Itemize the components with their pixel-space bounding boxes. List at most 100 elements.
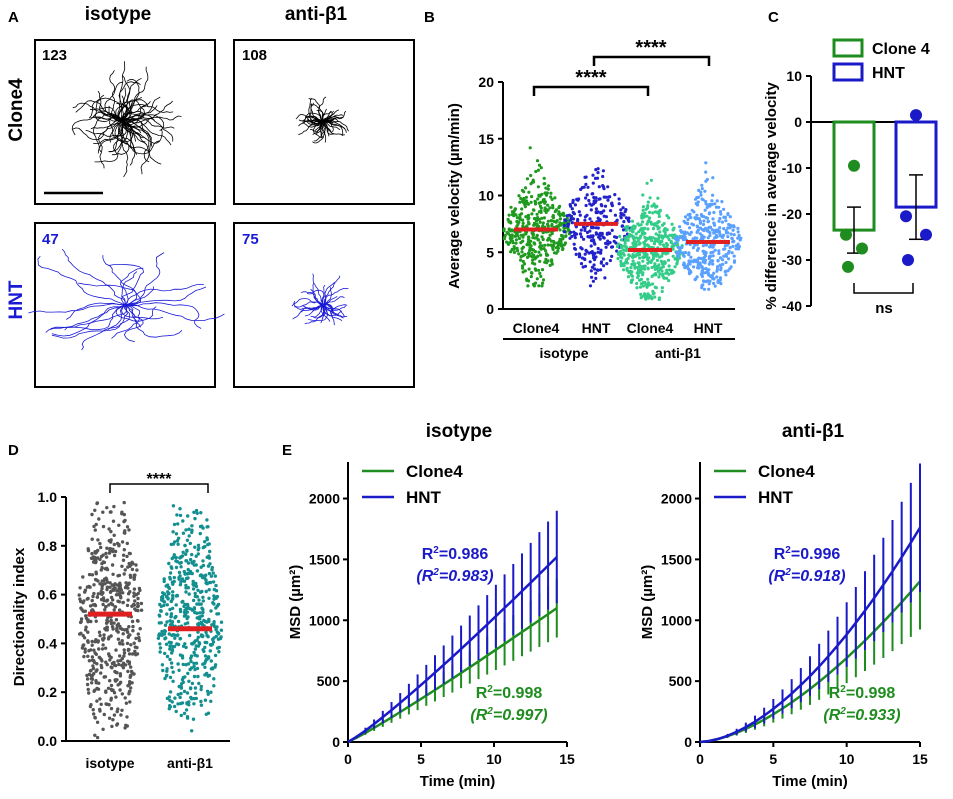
d-significance-bracket (109, 483, 209, 493)
b-data-point (537, 217, 541, 222)
b-data-point (538, 220, 542, 224)
b-data-point (537, 194, 541, 198)
b-data-point (708, 211, 712, 215)
cell-track (322, 304, 331, 322)
d-data-point (204, 589, 208, 594)
b-data-point (573, 203, 578, 207)
d-data-point (111, 718, 115, 722)
panel-letter-e: E (282, 442, 292, 459)
b-data-point (645, 181, 649, 185)
b-data-point (517, 194, 521, 198)
d-data-point (188, 557, 193, 562)
b-data-point (585, 193, 589, 197)
d-data-point (104, 621, 109, 625)
d-data-point (168, 607, 172, 612)
b-data-point (669, 271, 674, 275)
cell-track (50, 304, 128, 330)
b-y-tick-label: 5 (486, 244, 494, 260)
b-data-point (609, 209, 613, 213)
d-data-point (205, 633, 209, 638)
b-data-point (554, 246, 559, 250)
b-data-point (510, 233, 514, 237)
b-data-point (593, 267, 597, 271)
d-data-point (96, 687, 101, 691)
b-data-point (523, 252, 527, 257)
b-data-point (513, 234, 517, 238)
cell-track (28, 303, 126, 314)
d-data-point (128, 551, 132, 556)
d-data-point (187, 679, 191, 683)
b-data-point (623, 241, 627, 245)
b-data-point (701, 198, 705, 202)
d-data-point (193, 610, 197, 615)
b-data-point (591, 202, 596, 206)
d-data-point (128, 700, 132, 704)
b-data-point (714, 205, 719, 209)
d-data-point (108, 585, 112, 589)
b-data-point (696, 216, 700, 221)
d-data-point (132, 591, 136, 595)
b-data-point (731, 228, 735, 232)
d-data-point (112, 584, 116, 588)
d-data-point (219, 620, 224, 624)
b-data-point (539, 200, 543, 204)
b-data-point (534, 169, 538, 174)
d-data-point (174, 555, 178, 560)
d-data-point (130, 619, 135, 624)
b-data-point (696, 225, 700, 229)
b-data-point (698, 221, 703, 225)
cell-track (102, 255, 142, 306)
e1-x-tick-label: 10 (486, 751, 502, 767)
b-data-point (539, 274, 543, 278)
b-data-point (602, 209, 606, 213)
b-data-point (676, 238, 680, 242)
b-data-point (591, 181, 595, 185)
b-y-axis-label: Average velocity (µm/min) (446, 103, 463, 289)
b-data-point (719, 282, 723, 286)
e2-fit-r2-paren: (R2=0.933) (823, 706, 900, 724)
d-data-point (178, 636, 183, 641)
b-data-point (521, 221, 525, 225)
d-data-point (165, 583, 170, 587)
b-data-point (647, 216, 652, 220)
d-data-point (85, 682, 90, 687)
b-data-point (510, 239, 515, 243)
d-data-point (127, 692, 131, 696)
e1-y-tick-label: 1500 (309, 551, 340, 567)
b-data-point (548, 206, 552, 210)
b-significance-brackets: **** **** (532, 37, 711, 96)
b-data-point (527, 216, 531, 220)
d-data-point (184, 528, 188, 532)
cell-track (109, 120, 123, 143)
b-data-point (552, 219, 556, 223)
d-data-point (192, 674, 197, 679)
d-data-point (93, 733, 97, 737)
b-data-point (636, 239, 640, 243)
d-data-point (104, 689, 108, 693)
e2-x-axis-label: Time (min) (772, 773, 848, 790)
b-data-point (686, 264, 690, 269)
d-data-point (160, 663, 165, 667)
d-data-point (214, 634, 218, 639)
d-data-point (104, 599, 109, 603)
d-data-point (199, 633, 204, 637)
cell-track (309, 120, 324, 132)
b-data-point (662, 234, 666, 239)
d-data-point (182, 689, 187, 694)
d-data-point (179, 701, 183, 706)
b-data-point (682, 232, 686, 236)
d-data-point (125, 525, 130, 529)
b-data-point (521, 218, 525, 222)
b-data-point (588, 235, 592, 239)
cell-track (121, 66, 149, 122)
d-data-point (174, 709, 178, 714)
b-data-point (681, 251, 685, 255)
track-box-isotype-hnt (34, 222, 216, 388)
b-data-point (658, 272, 662, 276)
b-data-point (675, 261, 679, 265)
c-y-tick-label: -20 (782, 206, 802, 222)
b-data-point (662, 222, 666, 226)
b-data-point (645, 214, 649, 218)
d-data-point (134, 563, 138, 567)
d-data-point (87, 691, 91, 695)
